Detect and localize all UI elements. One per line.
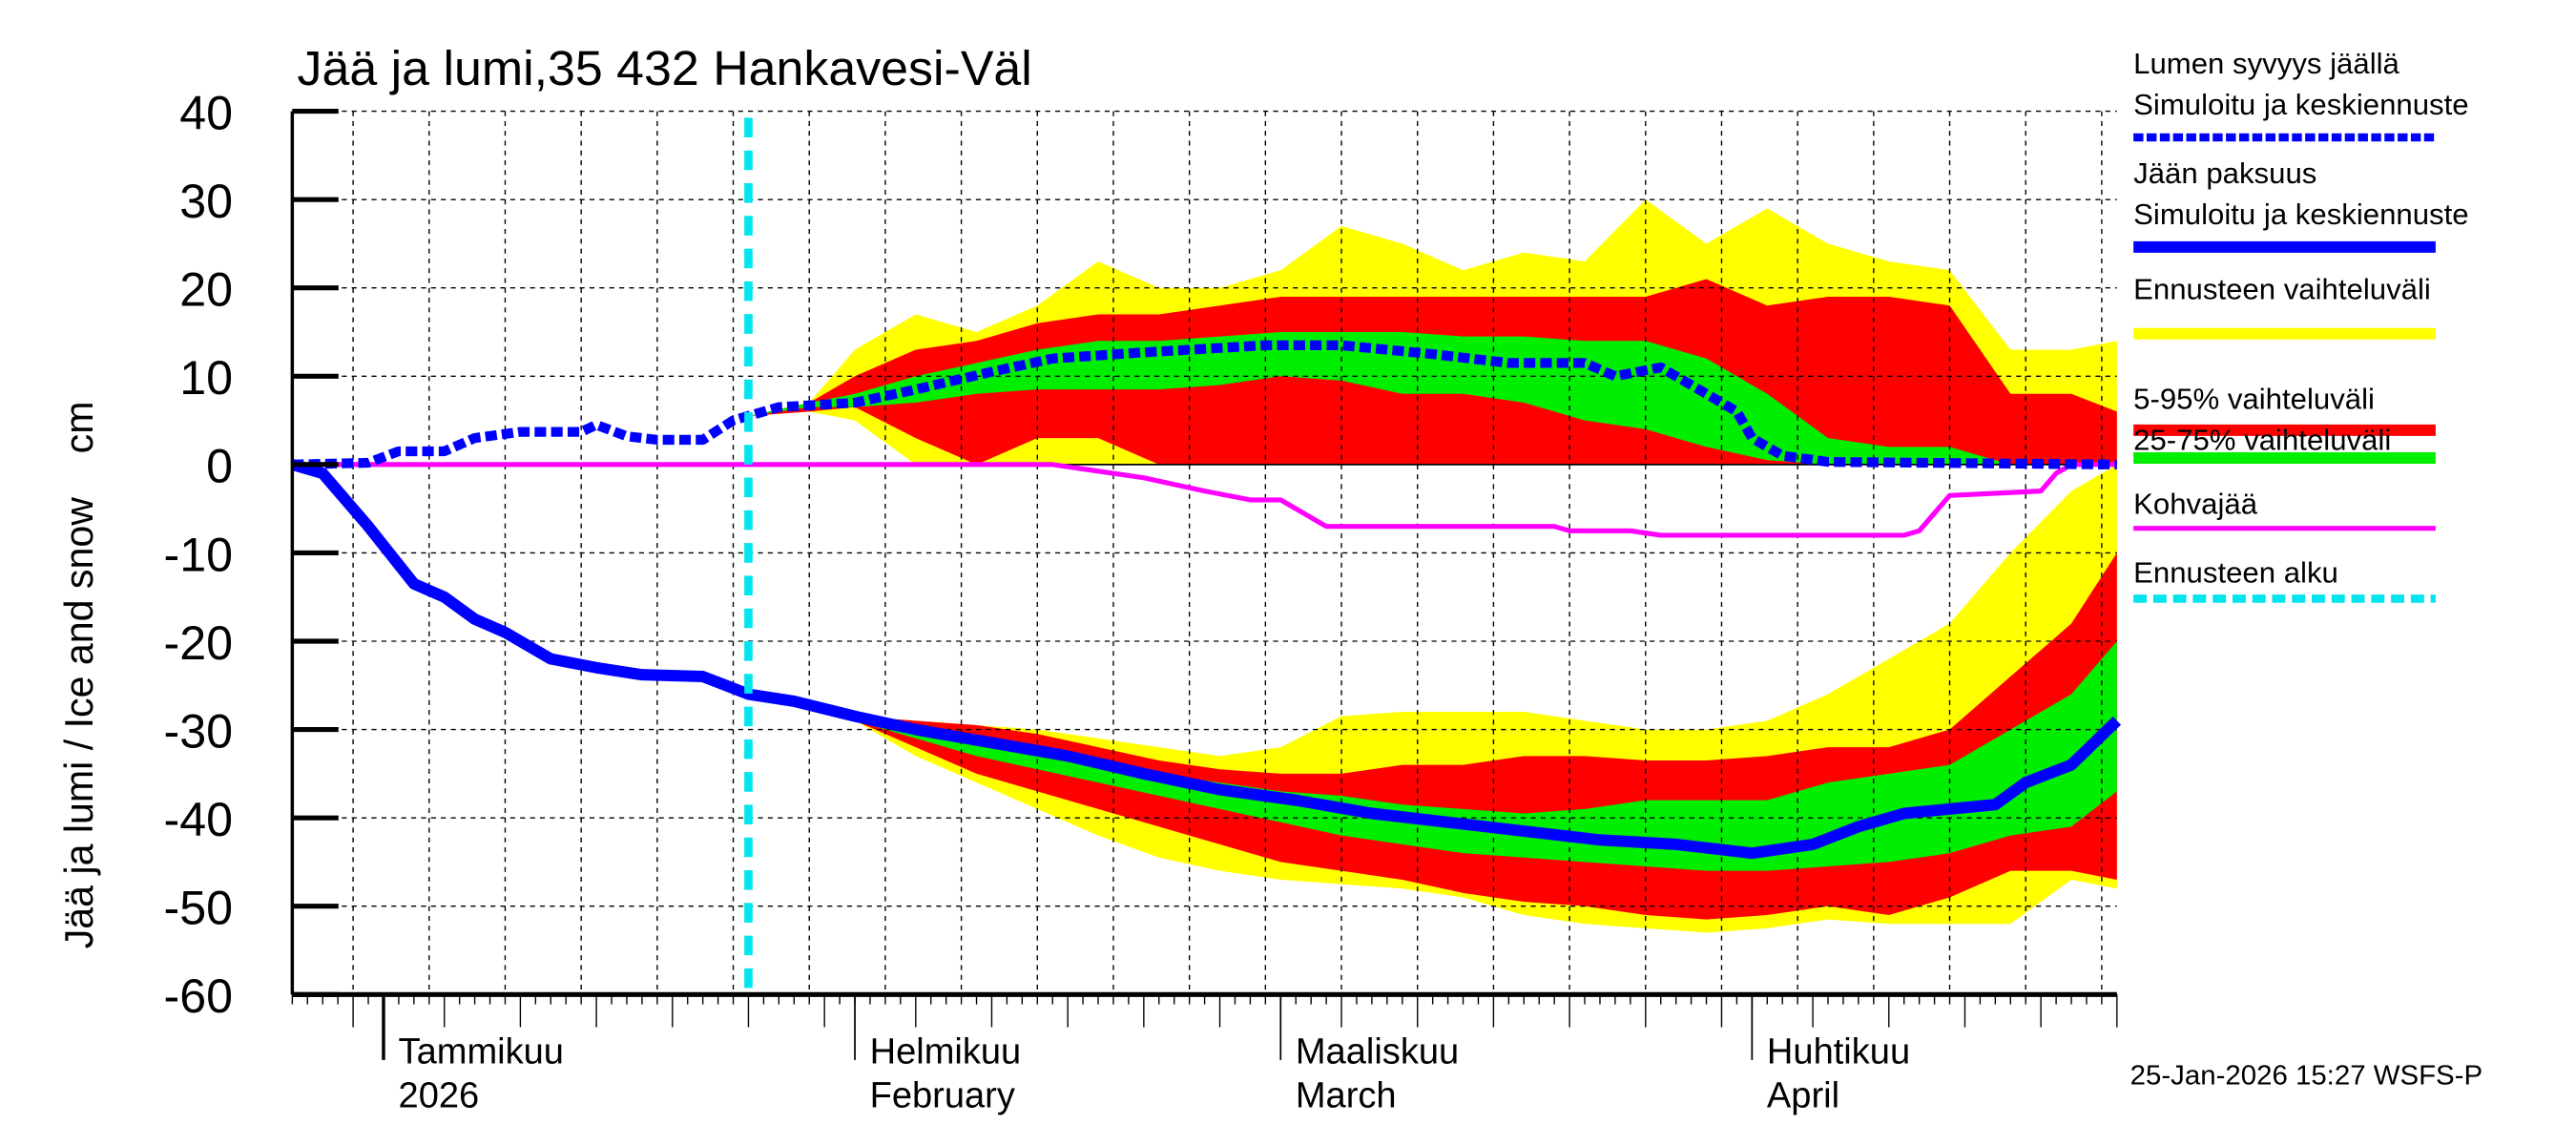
legend-label: 25-75% vaihteluväli bbox=[2133, 424, 2391, 457]
legend-sublabel: Simuloitu ja keskiennuste bbox=[2133, 88, 2468, 121]
forecast-bands bbox=[748, 199, 2117, 933]
month-label-en: March bbox=[1296, 1076, 1397, 1116]
y-tick-label: -30 bbox=[164, 705, 234, 759]
y-tick-label: -40 bbox=[164, 793, 234, 846]
legend-label: Ennusteen alku bbox=[2133, 555, 2338, 589]
legend-label: Ennusteen vaihteluväli bbox=[2133, 273, 2431, 306]
legend: Lumen syvyys jäällä Simuloitu ja keskienn… bbox=[2133, 47, 2469, 603]
legend-sublabel: Simuloitu ja keskiennuste bbox=[2133, 198, 2468, 231]
grid-lines bbox=[292, 110, 2117, 995]
legend-label: Kohvajää bbox=[2133, 487, 2258, 520]
month-label-en: April bbox=[1767, 1076, 1839, 1116]
legend-label: 5-95% vaihteluväli bbox=[2133, 383, 2375, 416]
y-tick-label: 10 bbox=[179, 351, 233, 405]
legend-label: Lumen syvyys jäällä bbox=[2133, 47, 2399, 80]
y-tick-label: 40 bbox=[179, 87, 233, 140]
ice-thickness-line bbox=[290, 459, 2122, 860]
y-axis-label: Jää ja lumi / Ice and snow cm bbox=[57, 402, 101, 949]
y-tick-label: 0 bbox=[206, 440, 233, 493]
y-tick-label: 20 bbox=[179, 263, 233, 317]
legend-label: Jään paksuus bbox=[2133, 156, 2316, 190]
month-label-fi: Huhtikuu bbox=[1767, 1031, 1910, 1072]
y-tick-label: 30 bbox=[179, 175, 233, 228]
timestamp: 25-Jan-2026 15:27 WSFS-P bbox=[2130, 1060, 2483, 1092]
series-lines bbox=[290, 117, 2122, 995]
ice-25-75-band bbox=[855, 641, 2117, 871]
snow-depth-line bbox=[292, 340, 2117, 469]
y-tick-label: -50 bbox=[164, 882, 234, 935]
month-label-en: February bbox=[870, 1076, 1015, 1116]
y-tick-label: -20 bbox=[164, 616, 234, 670]
month-label-fi: Tammikuu bbox=[399, 1031, 564, 1072]
month-label-fi: Maaliskuu bbox=[1296, 1031, 1459, 1072]
snow-25-75-band bbox=[748, 332, 2117, 465]
y-tick-label: -10 bbox=[164, 529, 234, 582]
month-label-fi: Helmikuu bbox=[870, 1031, 1022, 1072]
month-label-en: 2026 bbox=[399, 1076, 480, 1116]
y-tick-label: -60 bbox=[164, 969, 234, 1023]
slush-ice-line bbox=[292, 462, 2117, 538]
chart-title: Jää ja lumi,35 432 Hankavesi-Väl bbox=[298, 40, 1032, 95]
